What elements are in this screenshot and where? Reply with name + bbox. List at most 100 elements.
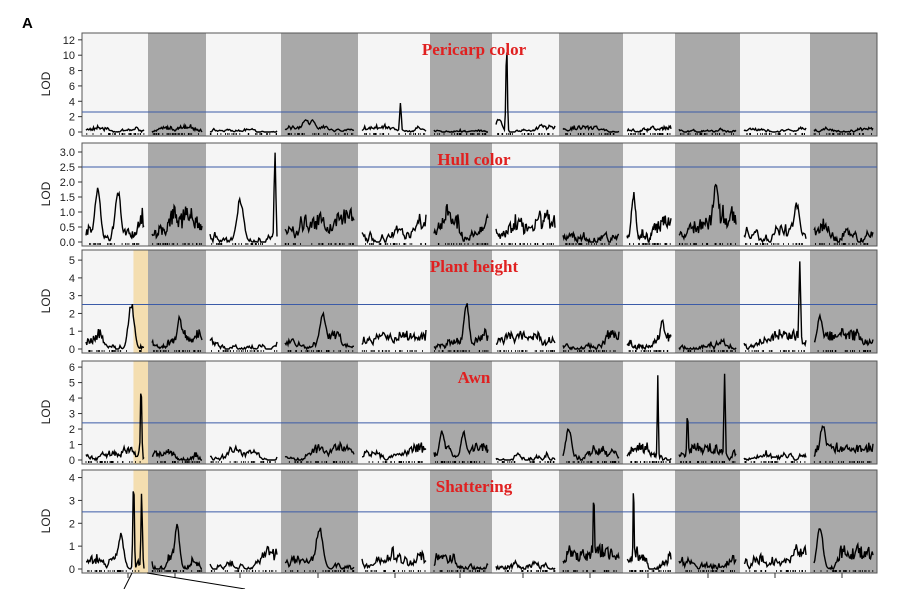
- marker-rug: [630, 461, 671, 463]
- lod-curve: [284, 440, 355, 461]
- y-tick-label: 4: [69, 273, 75, 285]
- lod-curve: [209, 545, 278, 571]
- lod-curve: [433, 429, 489, 459]
- y-tick-label: 3: [69, 495, 75, 507]
- y-tick-label: 3: [69, 409, 75, 421]
- y-tick-label: 2: [69, 518, 75, 530]
- lod-curve: [495, 209, 556, 239]
- y-axis-label: LOD: [39, 71, 53, 96]
- trait-panel-2: 0 1 2 3 4 5 LOD Plant height: [39, 249, 878, 356]
- trait-title: Awn: [458, 368, 491, 387]
- y-tick-label: 8: [69, 66, 75, 78]
- lod-curve: [209, 127, 278, 133]
- trait-title: Shattering: [436, 477, 513, 496]
- lod-curve: [361, 213, 427, 244]
- marker-rug: [496, 243, 554, 245]
- marker-rug: [86, 133, 145, 135]
- marker-rug: [287, 350, 354, 352]
- chromosome-block: [559, 250, 623, 353]
- marker-rug: [746, 133, 805, 135]
- lod-curve: [678, 554, 737, 571]
- marker-rug: [497, 350, 555, 352]
- chromosome-block: [206, 33, 281, 136]
- chromosome-block: [740, 361, 810, 464]
- marker-rug: [435, 461, 485, 463]
- panel-frame: [81, 469, 878, 574]
- marker-rug: [745, 570, 806, 572]
- marker-rug: [209, 133, 277, 135]
- marker-rug: [566, 461, 620, 463]
- chromosome-block: [358, 250, 430, 353]
- marker-rug: [85, 461, 141, 463]
- y-tick-label: 0: [69, 455, 75, 467]
- y-tick-label: 0: [69, 127, 75, 139]
- y-tick-label: 5: [69, 255, 75, 267]
- y-tick-label: 4: [69, 96, 75, 108]
- chromosome-block: [358, 33, 430, 136]
- marker-rug: [434, 350, 489, 352]
- marker-rug: [210, 461, 276, 463]
- chromosome-block: [82, 33, 148, 136]
- y-axis-label: LOD: [39, 288, 53, 313]
- chromosome-block: [206, 361, 281, 464]
- lod-curve: [743, 125, 807, 133]
- highlight-region: [133, 250, 148, 353]
- marker-rug: [565, 243, 617, 245]
- marker-rug: [284, 243, 354, 245]
- trait-panel-4: 0 1 2 3 4 LOD Shattering: [39, 469, 878, 576]
- panel-frame: [81, 360, 878, 465]
- chromosome-block: [358, 143, 430, 246]
- lod-curve: [743, 450, 807, 461]
- chromosome-block: [430, 33, 492, 136]
- panel-frame: [81, 142, 878, 247]
- lod-curve: [209, 336, 278, 351]
- marker-rug: [437, 243, 489, 245]
- y-tick-label: 3: [69, 291, 75, 303]
- y-tick-label: 0: [69, 564, 75, 576]
- marker-rug: [813, 461, 872, 463]
- chromosome-block: [559, 361, 623, 464]
- lod-curve: [85, 393, 145, 462]
- chromosome-block: [559, 143, 623, 246]
- lod-curve: [743, 261, 807, 350]
- marker-rug: [813, 133, 872, 135]
- marker-rug: [285, 570, 355, 572]
- marker-rug: [562, 570, 617, 572]
- marker-rug: [504, 570, 556, 572]
- trait-panel-1: 0.0 0.5 1.0 1.5 2.0 2.5 3.0 LOD Hull color: [39, 142, 878, 249]
- lod-curve: [626, 493, 672, 570]
- y-tick-label: 1: [69, 440, 75, 452]
- marker-rug: [629, 570, 671, 572]
- marker-rug: [433, 570, 486, 572]
- marker-rug: [563, 350, 616, 352]
- marker-rug: [152, 243, 202, 245]
- lod-curve: [678, 373, 737, 462]
- y-tick-label: 2: [69, 112, 75, 124]
- marker-rug: [628, 350, 669, 352]
- y-tick-label: 0: [69, 344, 75, 356]
- lod-curve: [495, 52, 556, 133]
- marker-rug: [368, 461, 423, 463]
- marker-rug: [157, 461, 200, 463]
- chromosome-block: [675, 470, 740, 573]
- marker-rug: [87, 570, 140, 572]
- y-tick-label: 0.0: [60, 237, 75, 249]
- lod-curve: [151, 523, 202, 571]
- lod-curve: [626, 375, 672, 461]
- marker-rug: [744, 461, 806, 463]
- chromosome-block: [148, 361, 206, 464]
- lod-curve: [813, 125, 874, 133]
- lod-curve: [562, 230, 620, 245]
- chromosome-block: [492, 361, 559, 464]
- marker-rug: [683, 350, 736, 352]
- marker-rug: [153, 350, 201, 352]
- lod-curve: [433, 553, 489, 571]
- marker-rug: [210, 570, 277, 572]
- panel-frame: [81, 32, 878, 137]
- marker-rug: [629, 243, 671, 245]
- y-tick-label: 5: [69, 378, 75, 390]
- lod-curve: [151, 314, 203, 350]
- y-tick-label: 6: [69, 81, 75, 93]
- panel-frame: [81, 249, 878, 354]
